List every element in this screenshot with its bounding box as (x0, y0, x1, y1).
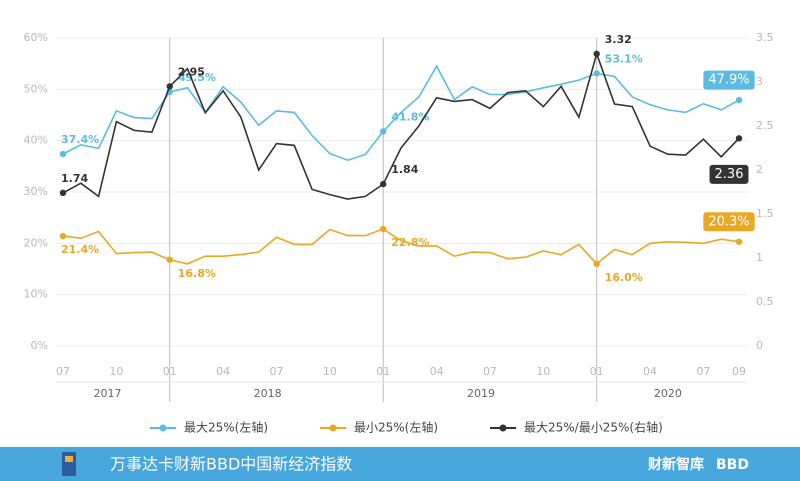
point (735, 135, 743, 142)
point (735, 238, 743, 245)
footer-title: 万事达卡财新BBD中国新经济指数 (110, 455, 352, 474)
y-tick-label: 30% (24, 185, 48, 198)
point (166, 256, 173, 263)
year-label: 2018 (254, 387, 282, 400)
data-label: 21.4% (61, 243, 99, 256)
x-tick-label: 10 (109, 365, 123, 378)
data-label-group: 1.74 (61, 172, 88, 185)
x-tick-label: 07 (56, 365, 70, 378)
footer-logo: 财新智库 (647, 456, 704, 473)
x-tick-label: 07 (269, 365, 283, 378)
series-line (62, 228, 740, 265)
data-label: 41.8% (391, 110, 429, 123)
y2-tick-label: 0 (756, 339, 763, 352)
year-label: 2019 (467, 387, 495, 400)
y2-tick-label: 2 (756, 163, 763, 176)
series-line (62, 51, 740, 200)
point (380, 180, 387, 188)
x-tick-label: 04 (216, 365, 230, 378)
data-label: 53.1% (605, 52, 643, 65)
point (380, 128, 387, 135)
legend-marker (499, 424, 507, 432)
point (59, 232, 67, 240)
year-label: 2017 (93, 387, 121, 400)
y-tick-label: 50% (24, 82, 48, 95)
data-label: 3.32 (605, 33, 632, 46)
legend-marker (159, 424, 167, 432)
data-label-group: 41.8% (391, 110, 429, 123)
point (59, 150, 67, 158)
y2-tick-label: 3 (756, 75, 763, 88)
data-label: 49.5% (178, 71, 216, 84)
y-tick-label: 60% (24, 31, 48, 44)
point (593, 70, 600, 77)
data-label: 20.3% (708, 214, 749, 229)
footer-icon-detail (65, 456, 73, 462)
x-tick-label: 04 (430, 365, 444, 378)
y2-tick-label: 1 (756, 251, 763, 264)
data-label-group: 53.1% (605, 52, 643, 65)
legend-label: 最大25%(左轴) (184, 420, 268, 435)
data-label: 1.74 (61, 172, 88, 185)
data-label-box (703, 212, 755, 232)
data-label-group: 22.8% (391, 236, 429, 249)
y-tick-label: 0% (31, 339, 48, 352)
data-label: 16.0% (605, 271, 643, 284)
data-label: 1.84 (391, 163, 418, 176)
data-label-group: 21.4% (61, 243, 99, 256)
data-label-group: 2.95 (178, 65, 205, 78)
data-label-group: 37.4% (61, 133, 99, 146)
x-tick-label: 04 (643, 365, 657, 378)
footer-logo: BBD (716, 457, 749, 473)
y2-tick-label: 3.5 (756, 31, 774, 44)
x-tick-label: 07 (696, 365, 710, 378)
point (59, 189, 67, 197)
data-label-group: 49.5% (178, 71, 216, 84)
series-line (62, 64, 740, 162)
footer-icon (62, 452, 76, 476)
data-label-group: 2.36 (709, 164, 749, 184)
footer-bar (0, 447, 800, 481)
point (593, 50, 600, 58)
legend-marker (329, 424, 337, 432)
legend-label: 最小25%(左轴) (354, 420, 438, 435)
data-label-group: 47.9% (703, 70, 755, 90)
x-tick-label: 10 (536, 365, 550, 378)
legend-label: 最大25%/最小25%(右轴) (524, 420, 663, 435)
data-label-group: 3.32 (605, 33, 632, 46)
y2-tick-label: 0.5 (756, 295, 774, 308)
y2-tick-label: 1.5 (756, 207, 774, 220)
point (593, 260, 600, 268)
data-label: 16.8% (178, 267, 216, 280)
point (166, 83, 173, 90)
data-label: 2.36 (715, 167, 744, 182)
year-label: 2020 (654, 387, 682, 400)
data-label: 47.9% (708, 73, 749, 88)
x-tick-label: 10 (323, 365, 337, 378)
data-label-group: 20.3% (703, 212, 755, 232)
x-tick-label: 09 (732, 365, 746, 378)
y2-tick-label: 2.5 (756, 119, 774, 132)
data-label-group: 16.0% (605, 271, 643, 284)
data-label-group: 16.8% (178, 267, 216, 280)
point (735, 96, 743, 104)
data-label-box (703, 70, 755, 90)
x-tick-label: 07 (483, 365, 497, 378)
point (380, 225, 387, 233)
data-label-box (709, 164, 749, 184)
data-label: 2.95 (178, 65, 205, 78)
data-label: 37.4% (61, 133, 99, 146)
data-label-group: 1.84 (391, 163, 418, 176)
y-tick-label: 10% (24, 288, 48, 301)
data-label: 22.8% (391, 236, 429, 249)
y-tick-label: 40% (24, 134, 48, 147)
y-tick-label: 20% (24, 236, 48, 249)
